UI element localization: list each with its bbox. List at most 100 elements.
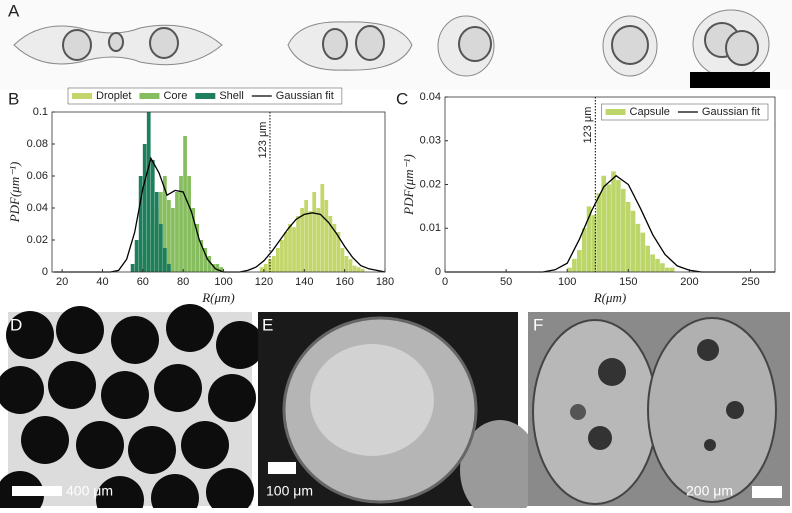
y-axis-label: PDF(μm⁻¹) (7, 162, 22, 224)
histogram-bar (134, 240, 139, 272)
histogram-bar (138, 176, 143, 272)
y-tick-label: 0.02 (27, 234, 48, 246)
annotation: 123 μm (582, 107, 594, 144)
core (149, 27, 179, 59)
histogram-bar (611, 171, 616, 272)
histogram-bar (660, 263, 665, 272)
histogram-bar (356, 267, 361, 272)
core (611, 25, 649, 65)
histogram-bar (284, 232, 288, 272)
scale-bar (752, 486, 782, 498)
hole (697, 339, 719, 361)
x-axis-label: R(μm) (201, 290, 235, 305)
histogram-bar (207, 256, 212, 272)
hole (570, 404, 586, 420)
capsule (48, 361, 96, 409)
panel-e-image: 100 μm E (258, 312, 540, 513)
histogram-bar (640, 232, 646, 272)
x-tick-label: 100 (214, 276, 232, 288)
legend-label: Gaussian fit (702, 106, 760, 118)
y-axis-label: PDF(μm⁻¹) (401, 154, 416, 216)
histogram-bar (308, 211, 313, 272)
histogram-bar (150, 160, 155, 272)
capsule (128, 426, 176, 474)
histogram-bar (586, 206, 592, 272)
histogram-bar (340, 248, 345, 272)
capsule (151, 474, 199, 513)
histogram-bar (316, 208, 321, 272)
histogram-bar (219, 267, 224, 272)
core (62, 29, 92, 61)
histogram-bar (344, 256, 349, 272)
panel-letter: A (8, 1, 20, 20)
capsule (532, 319, 658, 505)
y-tick-label: 0 (435, 266, 441, 278)
legend-label: Capsule (630, 106, 670, 118)
panel-d-image: 400 μm D (0, 304, 264, 513)
histogram-bar (352, 265, 357, 272)
y-tick-label: 0.1 (33, 106, 48, 118)
x-tick-label: 160 (335, 276, 353, 288)
histogram-bar (621, 188, 626, 272)
x-tick-label: 150 (619, 276, 637, 288)
neighbor-capsule (460, 420, 540, 513)
core (355, 25, 385, 61)
x-tick-label: 20 (56, 276, 68, 288)
scale-bar (690, 72, 770, 88)
x-axis-label: R(μm) (593, 290, 627, 305)
axes-frame (51, 111, 386, 273)
histogram-bar (142, 144, 147, 272)
y-tick-label: 0.04 (420, 91, 441, 103)
histogram-bar (625, 202, 631, 272)
histogram-bar (304, 200, 309, 272)
histogram-bar (288, 224, 292, 272)
y-tick-label: 0.02 (420, 178, 441, 190)
droplet (287, 21, 413, 71)
histogram-bar (577, 250, 582, 272)
y-tick-label: 0.01 (420, 222, 441, 234)
x-tick-label: 0 (442, 276, 448, 288)
x-tick-label: 80 (177, 276, 189, 288)
hole (704, 439, 716, 451)
histogram-bar (320, 184, 325, 272)
histogram-bar (203, 248, 208, 272)
histogram-bar (163, 248, 167, 272)
histogram-bar (183, 136, 187, 272)
histogram-bar (635, 223, 641, 272)
scale-bar (268, 462, 296, 474)
histogram-bar (572, 258, 577, 272)
hole (726, 401, 744, 419)
histogram-bar (271, 256, 276, 272)
y-tick-label: 0.03 (420, 135, 441, 147)
histogram-bar (158, 224, 163, 272)
capsule (96, 476, 144, 513)
x-tick-label: 250 (741, 276, 759, 288)
hole (588, 426, 612, 450)
capsule (208, 374, 256, 422)
histogram-bar (300, 208, 304, 272)
histogram-bar (296, 216, 300, 272)
legend-swatch (605, 109, 626, 115)
histogram-bar (167, 264, 171, 272)
legend-swatch (72, 93, 92, 99)
legend-swatch (139, 93, 160, 99)
legend: Droplet Core Shell Gaussian fit (67, 87, 343, 105)
legend: Capsule Gaussian fit (601, 103, 769, 121)
panel-letter: B (8, 89, 19, 108)
panel-letter: E (262, 315, 273, 334)
histogram-bar (211, 264, 216, 272)
histogram-bar (130, 264, 135, 272)
capsule (111, 316, 159, 364)
histogram-bar (606, 184, 611, 272)
x-tick-label: 200 (680, 276, 698, 288)
histogram-bar (655, 258, 660, 272)
legend-label: Gaussian fit (276, 90, 334, 102)
core (458, 26, 492, 62)
panel-letter: F (533, 315, 543, 334)
hole (598, 358, 626, 386)
capsule (56, 306, 104, 354)
histogram-bar (280, 240, 284, 272)
legend-label: Shell (219, 90, 243, 102)
panel-letter: D (10, 315, 22, 334)
histogram-bar (195, 224, 200, 272)
